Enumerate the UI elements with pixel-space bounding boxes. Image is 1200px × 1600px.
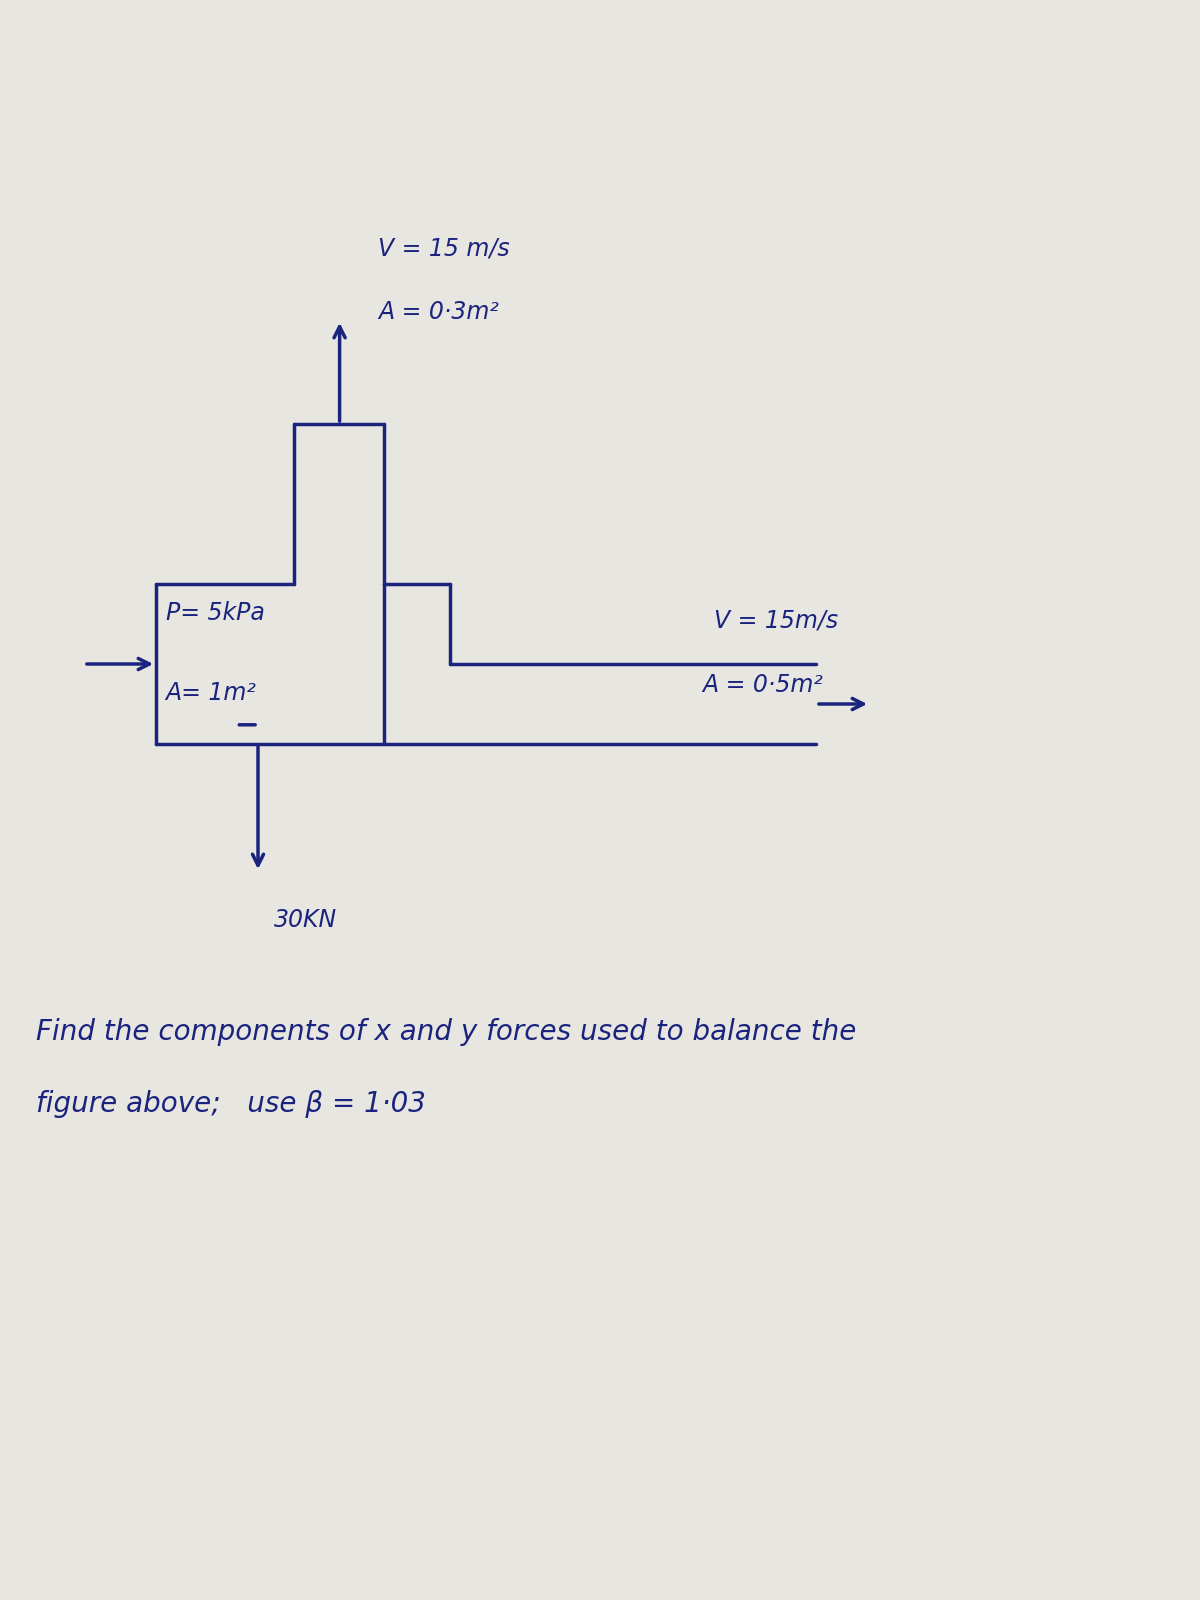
Text: A= 1m²: A= 1m²: [166, 682, 257, 704]
Text: V = 15 m/s: V = 15 m/s: [378, 235, 510, 259]
Text: V = 15m/s: V = 15m/s: [714, 610, 838, 634]
Text: P= 5kPa: P= 5kPa: [166, 600, 264, 624]
Text: A = 0·3m²: A = 0·3m²: [378, 301, 499, 323]
Text: figure above;   use β = 1·03: figure above; use β = 1·03: [36, 1090, 426, 1118]
Text: A = 0·5m²: A = 0·5m²: [702, 672, 823, 698]
Text: Find the components of x and y forces used to balance the: Find the components of x and y forces us…: [36, 1018, 857, 1046]
Text: 30KN: 30KN: [274, 909, 337, 931]
